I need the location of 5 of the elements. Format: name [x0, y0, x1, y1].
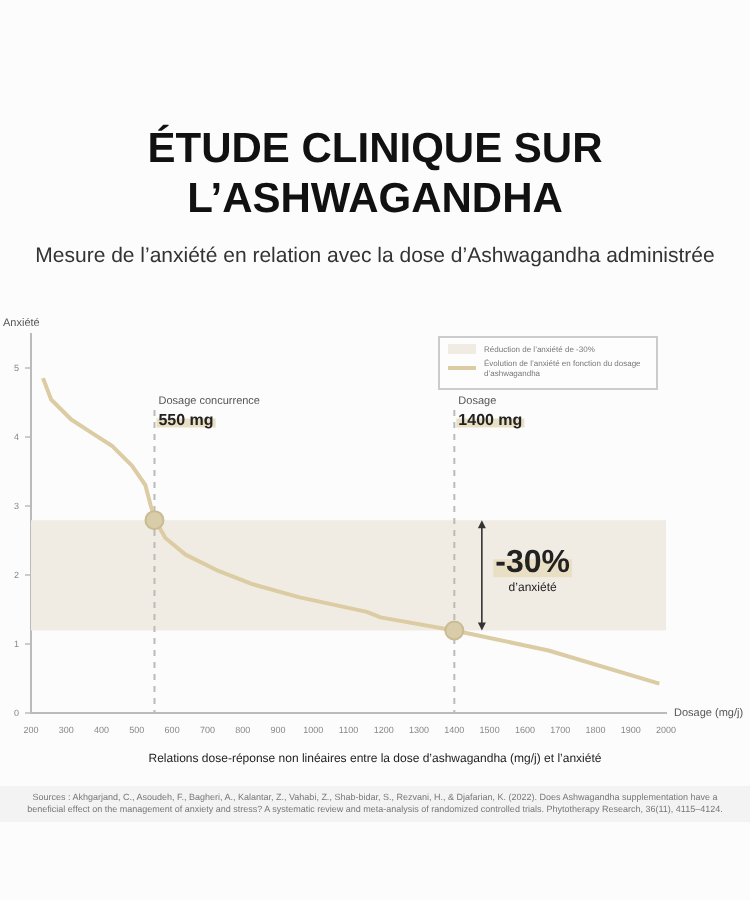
chart-subtitle: Mesure de l’anxiété en relation avec la dose d’Ashwagandha administrée — [33, 244, 717, 268]
chart-title: ÉTUDE CLINIQUE SUR L’ASHWAGANDHA — [145, 124, 605, 224]
annotation: -30% — [495, 546, 571, 581]
annotation: 1400 mg — [458, 410, 523, 429]
annotation: 550 mg — [158, 410, 214, 429]
